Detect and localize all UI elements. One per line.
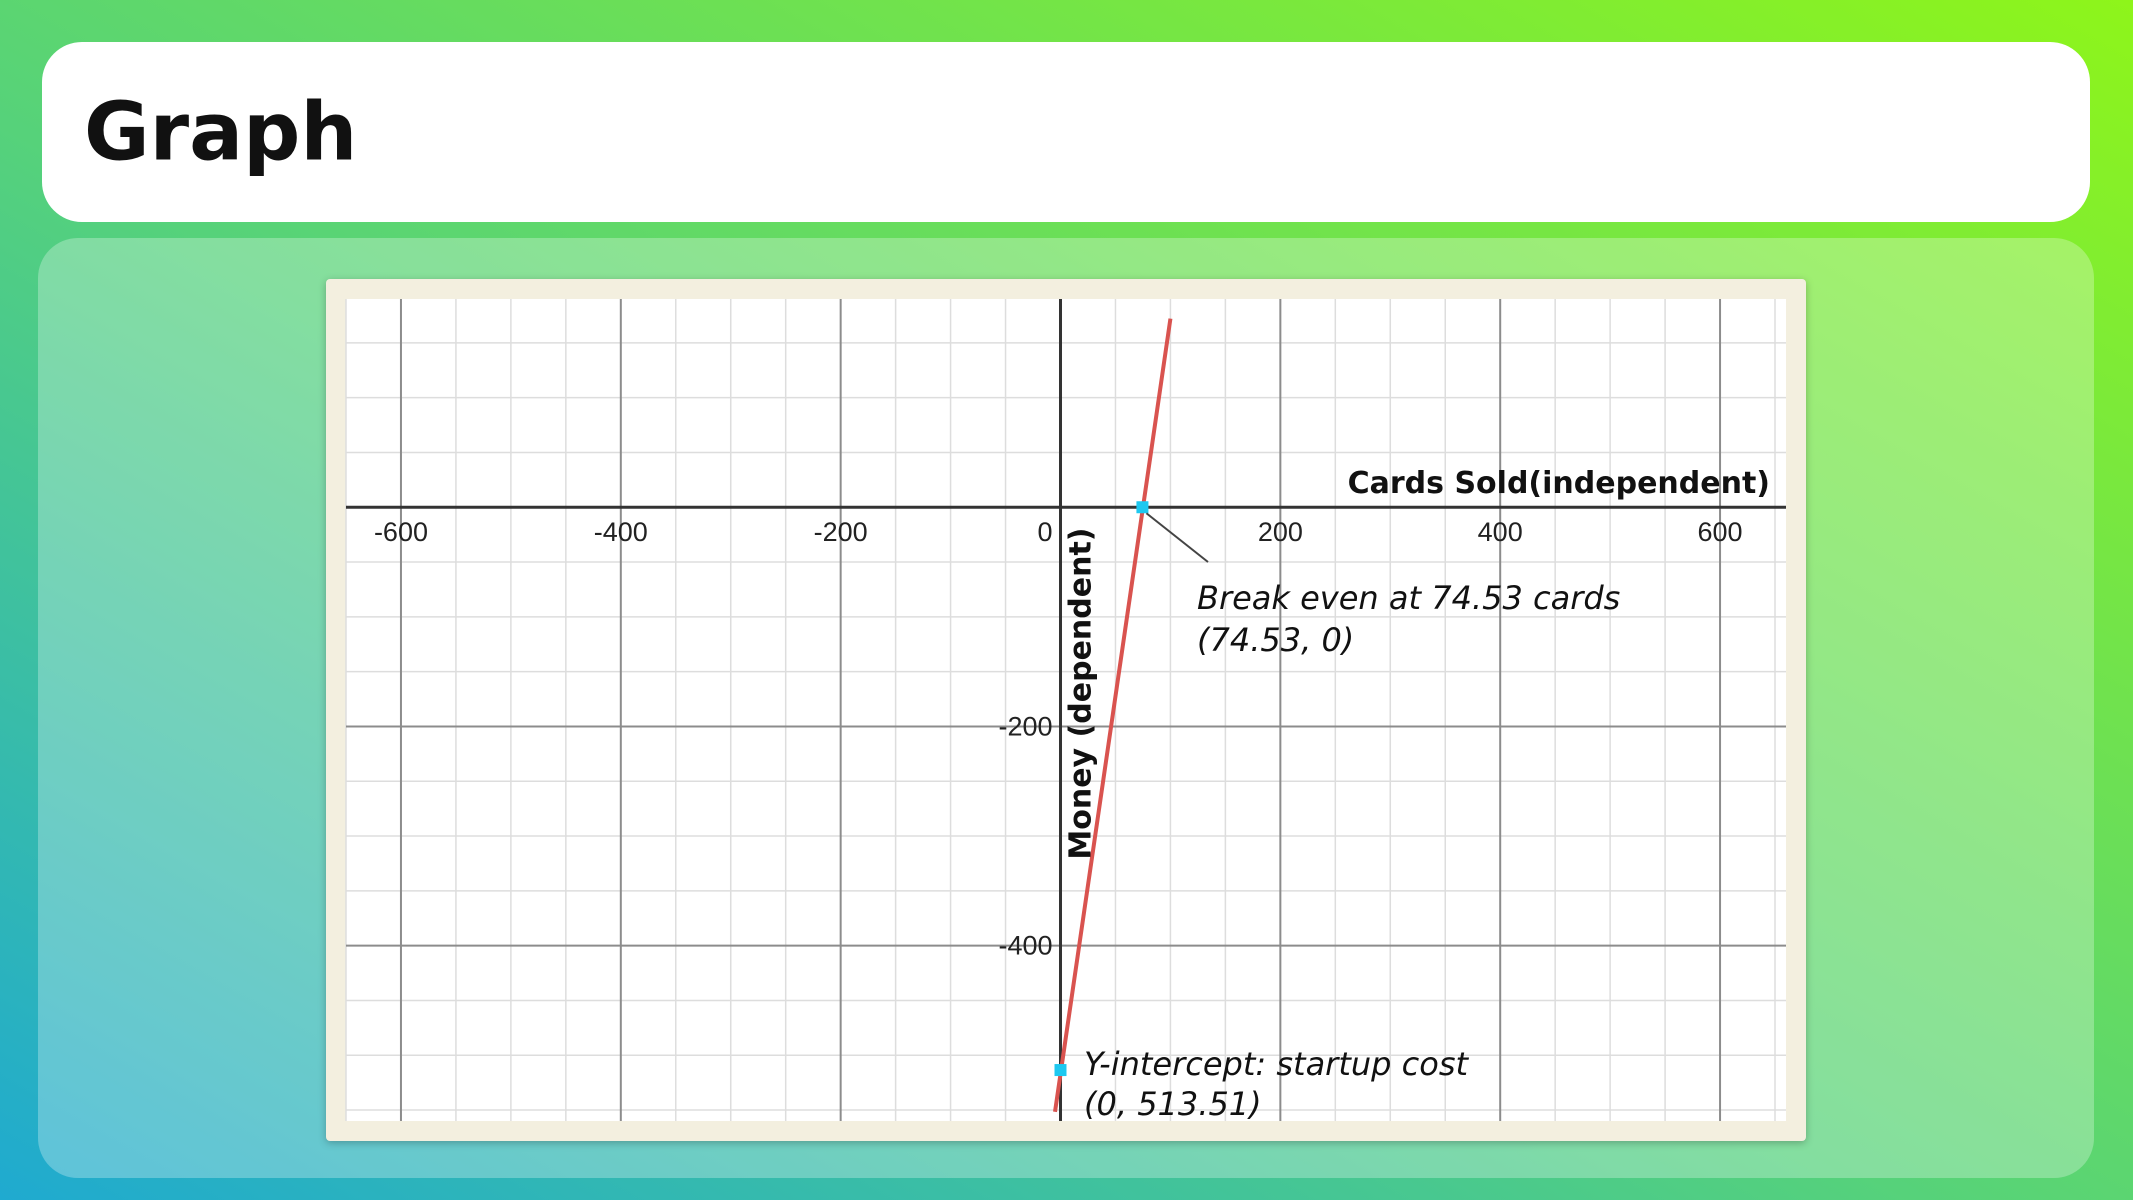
x-tick-label: 600 bbox=[1698, 517, 1743, 547]
page-title: Graph bbox=[84, 85, 358, 179]
data-point bbox=[1054, 1064, 1067, 1077]
data-point bbox=[1136, 501, 1149, 514]
annotation-y-intercept: Y-intercept: startup cost bbox=[1084, 1045, 1469, 1083]
graph-frame: -600 -400 -200 0 200 400 600 -200 -400 Break eve… bbox=[326, 279, 1806, 1141]
x-tick-label: -200 bbox=[814, 517, 868, 547]
title-card: Graph bbox=[42, 42, 2090, 222]
x-tick-label: -600 bbox=[374, 517, 428, 547]
series bbox=[1053, 318, 1173, 1113]
x-tick-label: 400 bbox=[1478, 517, 1523, 547]
annotations: Break even at 74.53 cards (74.53, 0) Y-int… bbox=[1084, 512, 1620, 1123]
x-tick-label: -400 bbox=[594, 517, 648, 547]
points bbox=[1054, 501, 1149, 1077]
axis-titles: Cards Sold(independent) Money (dependent) bbox=[1064, 466, 1770, 859]
annotation-y-intercept-coords: (0, 513.51) bbox=[1084, 1085, 1262, 1123]
x-tick-label: 200 bbox=[1258, 517, 1303, 547]
y-tick-label: -400 bbox=[998, 931, 1052, 961]
x-axis-title: Cards Sold(independent) bbox=[1348, 466, 1770, 501]
series-line bbox=[1053, 318, 1173, 1113]
y-tick-label: -200 bbox=[998, 711, 1052, 741]
chart-svg: -600 -400 -200 0 200 400 600 -200 -400 Break eve… bbox=[345, 299, 1786, 1123]
plot-area bbox=[346, 299, 1786, 1121]
tick-labels: -600 -400 -200 0 200 400 600 -200 -400 bbox=[374, 517, 1743, 960]
annotation-break-even-coords: (74.53, 0) bbox=[1197, 621, 1354, 659]
x-tick-label: 0 bbox=[1037, 517, 1052, 547]
annotation-break-even: Break even at 74.53 cards bbox=[1197, 579, 1620, 617]
leader-line bbox=[1145, 512, 1209, 563]
y-axis-title: Money (dependent) bbox=[1064, 528, 1099, 860]
grid-minor bbox=[345, 299, 1786, 1121]
grid-major bbox=[346, 299, 1786, 1121]
axes bbox=[346, 299, 1786, 1121]
